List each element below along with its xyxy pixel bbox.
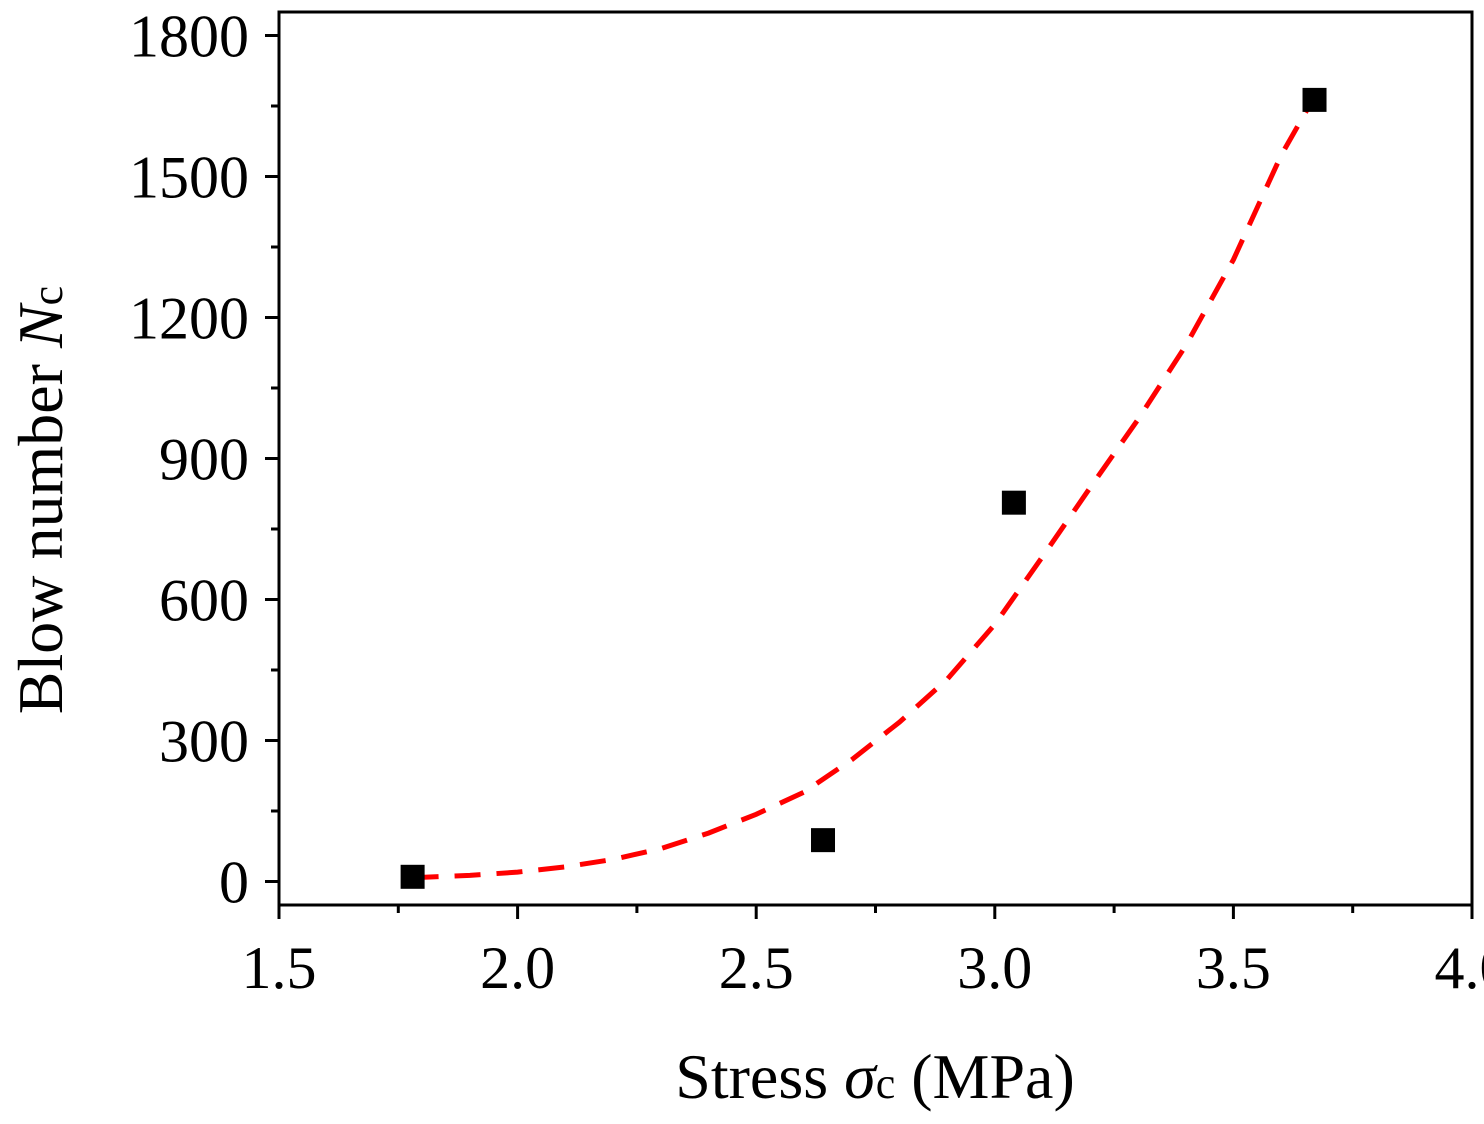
x-tick-label: 3.5: [1196, 935, 1271, 1001]
data-point-marker: [1001, 490, 1026, 515]
x-tick-label: 1.5: [242, 935, 317, 1001]
y-axis-title-sub: c: [23, 286, 72, 306]
x-tick-label: 2.5: [719, 935, 794, 1001]
x-tick-label: 4.0: [1435, 935, 1484, 1001]
x-axis-title-symbol: σ: [844, 1041, 878, 1112]
fit-curve: [412, 95, 1317, 881]
data-point-marker: [400, 864, 425, 889]
x-tick-label: 2.0: [480, 935, 555, 1001]
y-axis-title-symbol: N: [5, 302, 76, 349]
y-tick-label: 1200: [129, 286, 249, 352]
y-tick-label: 1500: [129, 145, 249, 211]
x-axis-title-sub: c: [876, 1059, 896, 1108]
plot-frame: [277, 10, 1474, 907]
y-axis-title: Blow number Nc: [5, 286, 76, 714]
x-axis-ticks: [277, 905, 1474, 919]
y-axis-tick-labels: 0 300 600 900 1200 1500 1800: [129, 4, 249, 916]
data-markers: [400, 87, 1327, 889]
x-axis-tick-labels: 1.5 2.0 2.5 3.0 3.5 4.0: [242, 935, 1484, 1001]
y-axis-ticks: [265, 34, 279, 883]
y-tick-label: 1800: [129, 4, 249, 70]
x-axis-title-suffix: (MPa): [895, 1041, 1075, 1112]
y-tick-label: 900: [159, 427, 249, 493]
data-point-marker: [811, 828, 836, 853]
x-tick-label: 3.0: [957, 935, 1032, 1001]
data-point-marker: [1302, 87, 1327, 112]
y-tick-label: 600: [159, 568, 249, 634]
x-axis-title: Stress σc (MPa): [675, 1041, 1075, 1112]
y-axis-title-prefix: Blow number: [5, 348, 76, 714]
y-tick-label: 300: [159, 709, 249, 775]
x-axis-title-prefix: Stress: [675, 1041, 844, 1112]
y-tick-label: 0: [219, 850, 249, 916]
